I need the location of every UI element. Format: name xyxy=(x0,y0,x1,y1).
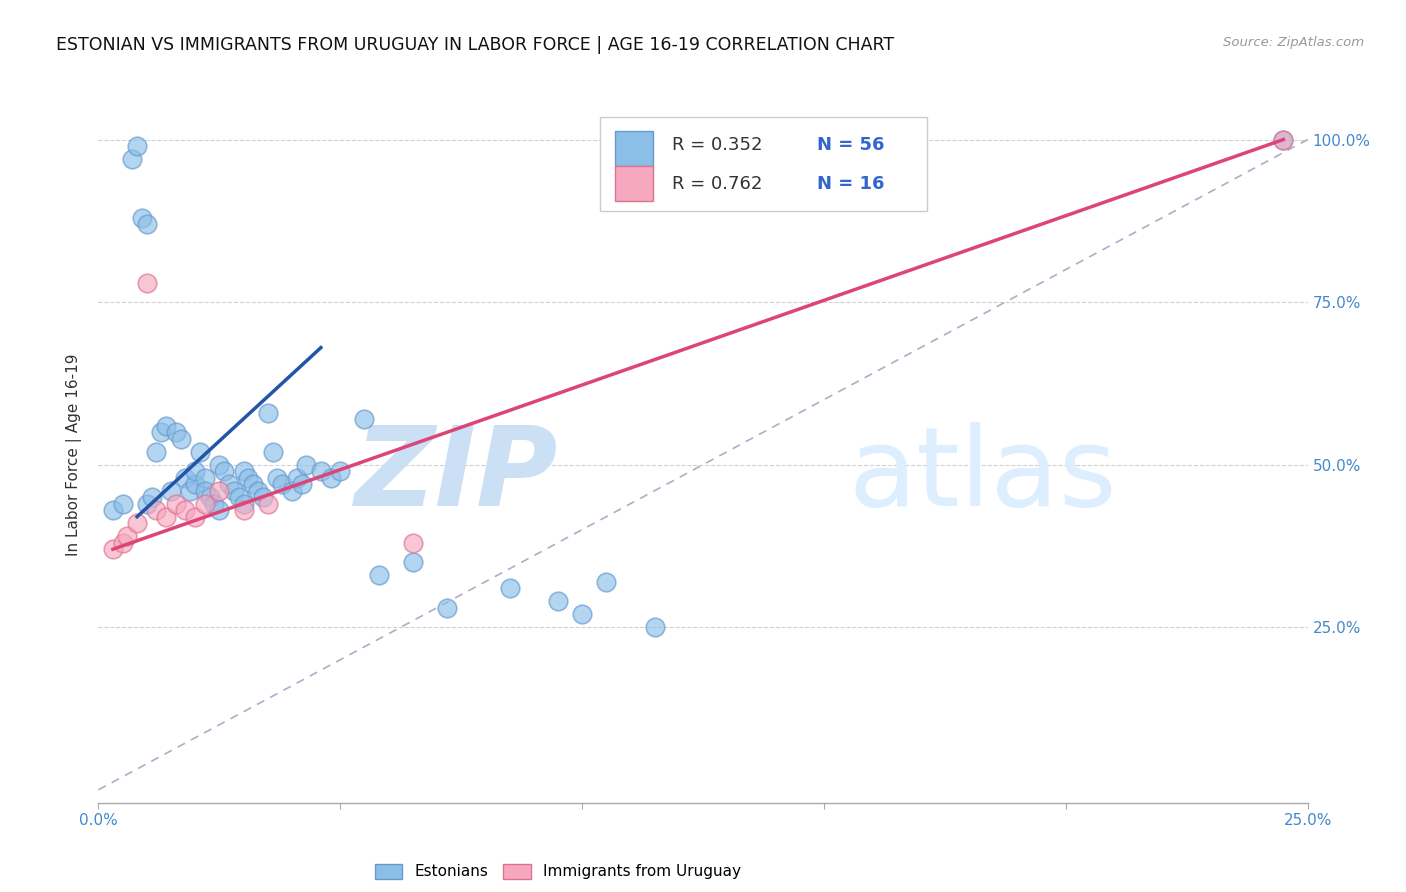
Point xyxy=(368,568,391,582)
Point xyxy=(252,490,274,504)
Point xyxy=(218,477,240,491)
Point xyxy=(169,432,191,446)
Text: ESTONIAN VS IMMIGRANTS FROM URUGUAY IN LABOR FORCE | AGE 16-19 CORRELATION CHART: ESTONIAN VS IMMIGRANTS FROM URUGUAY IN L… xyxy=(56,36,894,54)
Text: Source: ZipAtlas.com: Source: ZipAtlas.com xyxy=(1223,36,1364,49)
Y-axis label: In Labor Force | Age 16-19: In Labor Force | Age 16-19 xyxy=(66,353,83,557)
FancyBboxPatch shape xyxy=(600,118,927,211)
Point xyxy=(184,477,207,491)
Point xyxy=(285,471,308,485)
Point xyxy=(353,412,375,426)
Legend: Estonians, Immigrants from Uruguay: Estonians, Immigrants from Uruguay xyxy=(368,857,748,886)
Point xyxy=(319,471,342,485)
Point xyxy=(131,211,153,225)
Point xyxy=(117,529,139,543)
Point xyxy=(402,555,425,569)
Point xyxy=(141,490,163,504)
Point xyxy=(547,594,569,608)
Point xyxy=(228,490,250,504)
Point xyxy=(295,458,318,472)
Point xyxy=(135,497,157,511)
Point xyxy=(232,464,254,478)
Point xyxy=(127,516,149,531)
Point xyxy=(595,574,617,589)
Point xyxy=(402,535,425,549)
Point xyxy=(155,418,177,433)
Point xyxy=(101,503,124,517)
Point xyxy=(165,425,187,439)
Point xyxy=(111,535,134,549)
Point xyxy=(208,458,231,472)
Point xyxy=(188,444,211,458)
Point xyxy=(111,497,134,511)
Point xyxy=(194,483,217,498)
FancyBboxPatch shape xyxy=(614,166,654,201)
Point xyxy=(184,509,207,524)
Point xyxy=(135,217,157,231)
Point xyxy=(155,509,177,524)
Text: ZIP: ZIP xyxy=(354,422,558,529)
Point xyxy=(256,497,278,511)
Point xyxy=(571,607,593,622)
FancyBboxPatch shape xyxy=(614,131,654,166)
Point xyxy=(198,490,221,504)
Point xyxy=(145,503,167,517)
Point xyxy=(184,464,207,478)
Point xyxy=(204,497,226,511)
Point xyxy=(1272,132,1295,146)
Point xyxy=(271,477,294,491)
Point xyxy=(290,477,312,491)
Text: N = 56: N = 56 xyxy=(817,136,884,154)
Point xyxy=(232,503,254,517)
Point xyxy=(498,581,520,595)
Point xyxy=(1272,132,1295,146)
Point xyxy=(212,464,235,478)
Point xyxy=(165,497,187,511)
Point xyxy=(242,477,264,491)
Point xyxy=(436,600,458,615)
Point xyxy=(247,483,270,498)
Text: R = 0.762: R = 0.762 xyxy=(672,175,762,193)
Point xyxy=(266,471,288,485)
Point xyxy=(174,471,197,485)
Point xyxy=(101,542,124,557)
Point xyxy=(160,483,183,498)
Point xyxy=(208,483,231,498)
Point xyxy=(256,406,278,420)
Point xyxy=(309,464,332,478)
Point xyxy=(262,444,284,458)
Point xyxy=(145,444,167,458)
Point xyxy=(194,497,217,511)
Point xyxy=(281,483,304,498)
Point xyxy=(238,471,260,485)
Text: N = 16: N = 16 xyxy=(817,175,884,193)
Point xyxy=(150,425,173,439)
Text: atlas: atlas xyxy=(848,422,1116,529)
Point xyxy=(222,483,245,498)
Point xyxy=(174,503,197,517)
Point xyxy=(121,152,143,166)
Point xyxy=(135,276,157,290)
Point xyxy=(232,497,254,511)
Point xyxy=(208,503,231,517)
Point xyxy=(194,471,217,485)
Text: R = 0.352: R = 0.352 xyxy=(672,136,762,154)
Point xyxy=(329,464,352,478)
Point xyxy=(644,620,666,634)
Point xyxy=(127,139,149,153)
Point xyxy=(179,483,201,498)
